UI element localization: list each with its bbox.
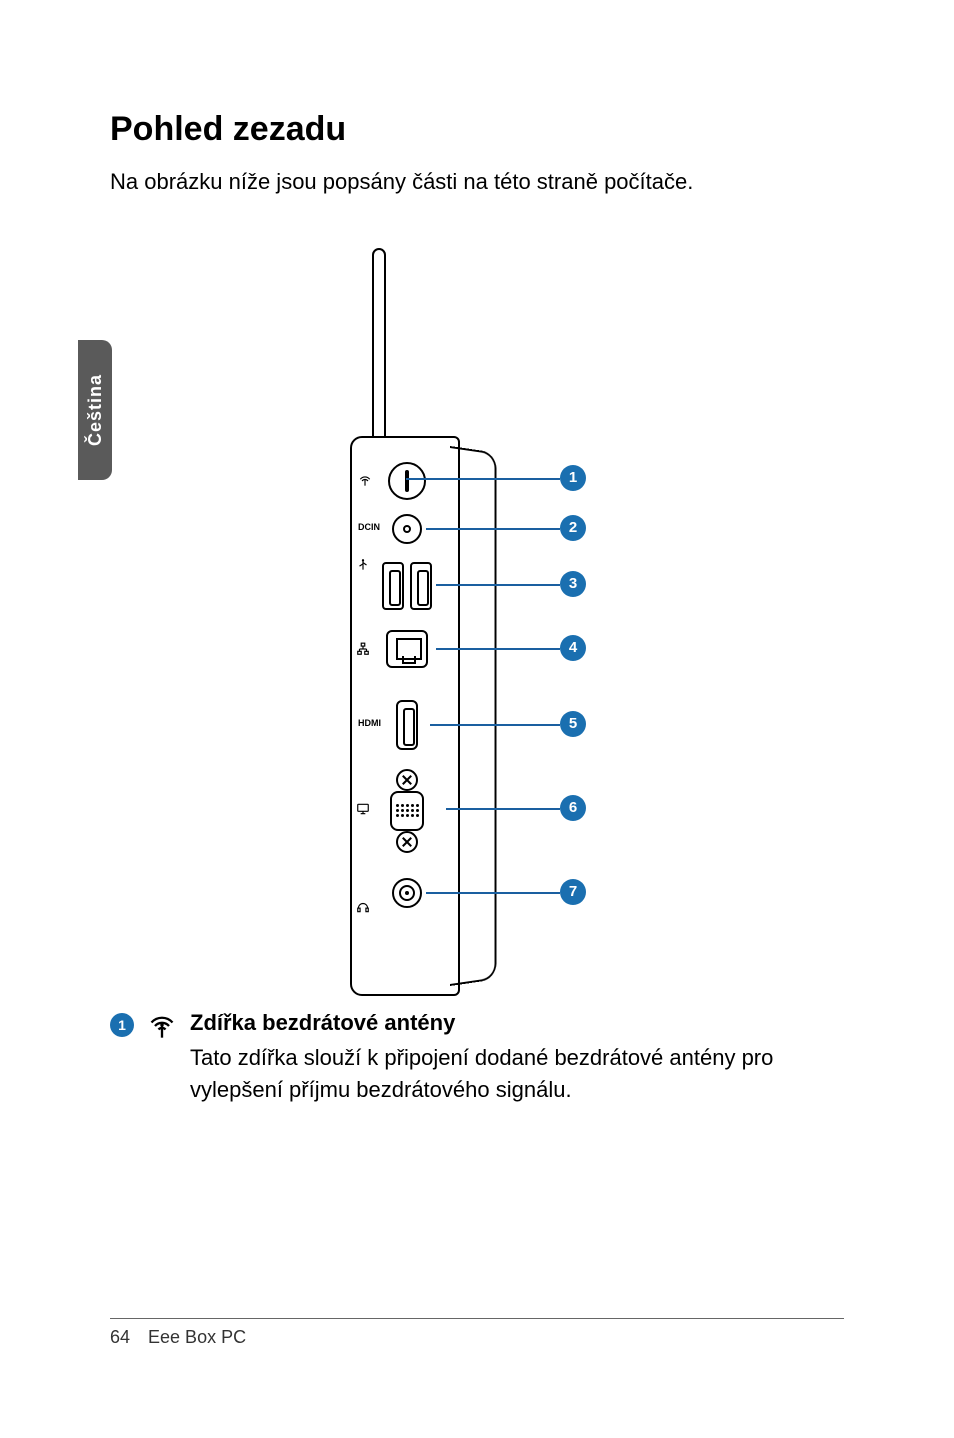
desc-heading: Zdířka bezdrátové antény xyxy=(190,1010,850,1036)
page: Čeština Pohled zezadu Na obrázku níže js… xyxy=(0,0,954,1438)
page-footer: 64 Eee Box PC xyxy=(110,1318,844,1348)
display-icon xyxy=(356,802,370,816)
callout-leader xyxy=(446,808,560,810)
port-vga xyxy=(352,766,462,856)
rear-view-diagram: DCIN xyxy=(110,248,844,1008)
hdmi-label: HDMI xyxy=(358,718,381,728)
callout-bubble: 7 xyxy=(560,879,586,905)
device-body: DCIN xyxy=(350,436,510,996)
desc-body: Tato zdířka slouží k připojení dodané be… xyxy=(190,1042,850,1106)
language-tab-label: Čeština xyxy=(85,374,106,446)
page-title: Pohled zezadu xyxy=(110,110,844,149)
wireless-icon xyxy=(148,1012,176,1040)
callout-leader xyxy=(436,584,560,586)
antenna-illustration xyxy=(372,248,386,458)
wireless-icon xyxy=(358,474,372,488)
dcin-label: DCIN xyxy=(358,522,380,532)
port-usb-group xyxy=(352,558,462,614)
language-tab: Čeština xyxy=(78,340,112,480)
product-name: Eee Box PC xyxy=(148,1327,246,1348)
callout-leader xyxy=(430,724,560,726)
intro-text: Na obrázku níže jsou popsány části na té… xyxy=(110,167,844,198)
callout-bubble: 4 xyxy=(560,635,586,661)
usb-port xyxy=(410,562,432,610)
usb-icon xyxy=(356,558,370,572)
port-antenna xyxy=(352,462,462,500)
page-number: 64 xyxy=(110,1327,130,1348)
callout-leader xyxy=(436,648,560,650)
callout-bubble: 2 xyxy=(560,515,586,541)
callout-bubble: 1 xyxy=(560,465,586,491)
description-block: 1 Zdířka bezdrátové antény Tato zdířka s… xyxy=(110,1010,850,1106)
callout-leader xyxy=(426,528,560,530)
callout-leader xyxy=(406,478,560,480)
callout-bubble: 5 xyxy=(560,711,586,737)
callout-bubble: 3 xyxy=(560,571,586,597)
network-icon xyxy=(356,642,370,656)
callout-bubble: 6 xyxy=(560,795,586,821)
callout-leader xyxy=(426,892,560,894)
headphone-icon xyxy=(356,900,370,914)
desc-number-bubble: 1 xyxy=(110,1013,134,1037)
usb-port xyxy=(382,562,404,610)
